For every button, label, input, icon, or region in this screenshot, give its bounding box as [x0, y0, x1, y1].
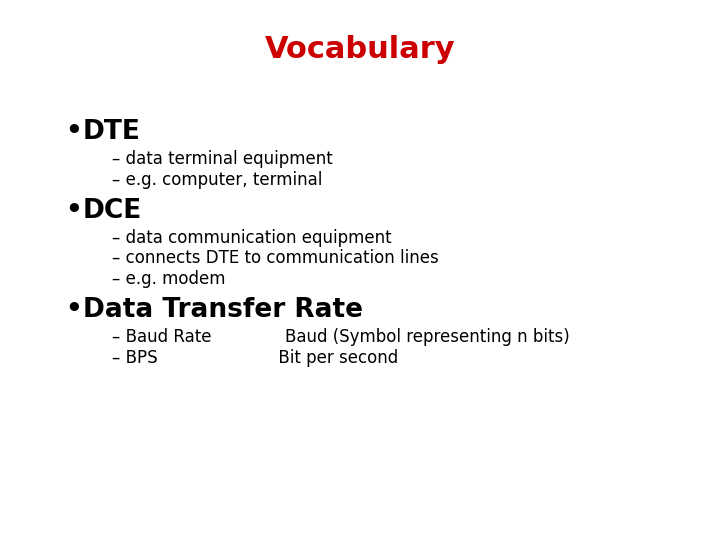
Text: Data Transfer Rate: Data Transfer Rate: [83, 297, 363, 323]
Text: •: •: [65, 297, 81, 323]
Text: Vocabulary: Vocabulary: [265, 35, 455, 64]
Text: •: •: [65, 198, 81, 224]
Text: – Baud Rate              Baud (Symbol representing n bits): – Baud Rate Baud (Symbol representing n …: [112, 328, 570, 346]
Text: •: •: [65, 119, 81, 145]
Text: – e.g. computer, terminal: – e.g. computer, terminal: [112, 171, 322, 188]
Text: DTE: DTE: [83, 119, 140, 145]
Text: – BPS                       Bit per second: – BPS Bit per second: [112, 349, 398, 367]
Text: – data communication equipment: – data communication equipment: [112, 229, 391, 247]
Text: DCE: DCE: [83, 198, 142, 224]
Text: – data terminal equipment: – data terminal equipment: [112, 150, 333, 168]
Text: – e.g. modem: – e.g. modem: [112, 270, 225, 288]
Text: – connects DTE to communication lines: – connects DTE to communication lines: [112, 249, 438, 267]
